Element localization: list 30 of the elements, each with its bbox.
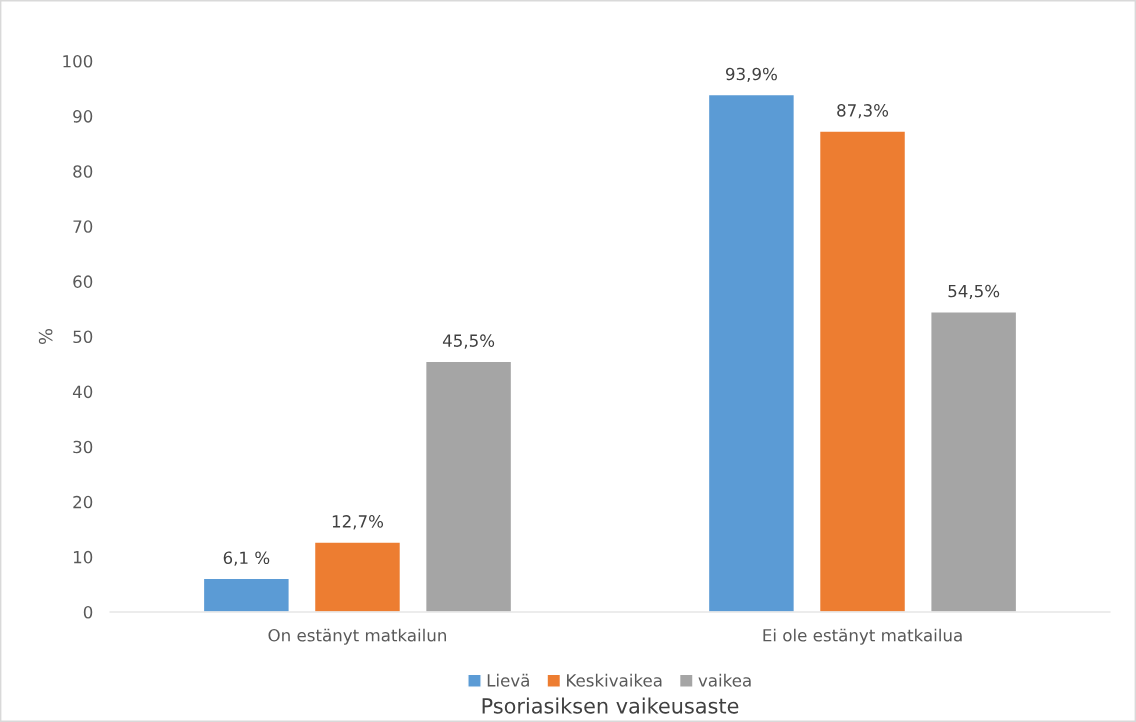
y-tick-label: 70: [73, 220, 93, 233]
x-tick-label: On estänyt matkailun: [268, 628, 446, 645]
y-axis-title: %: [38, 328, 53, 345]
y-tick-label: 90: [73, 110, 93, 123]
y-tick-label: 10: [73, 550, 93, 564]
y-tick-label: 100: [63, 54, 93, 68]
bar: [818, 130, 907, 612]
data-label: 87,3%: [837, 104, 889, 119]
data-label: 6,1 %: [223, 551, 270, 566]
y-tick-label: 20: [73, 495, 93, 509]
data-label: 93,9%: [725, 67, 777, 82]
bar: [202, 577, 290, 612]
legend-label: Lievä: [487, 673, 529, 687]
bar: [707, 93, 796, 612]
data-label: 12,7%: [332, 515, 384, 530]
data-label: 45,5%: [442, 334, 495, 349]
y-tick-label: 50: [73, 330, 93, 344]
y-tick-label: 0: [83, 605, 93, 619]
data-label: 54,5%: [948, 284, 1000, 300]
bar: [424, 360, 513, 612]
y-tick-label: 80: [73, 165, 93, 178]
legend-label: vaikea: [698, 673, 751, 687]
bar: [930, 311, 1018, 612]
y-tick-label: 30: [73, 440, 93, 454]
x-tick-label: Ei ole estänyt matkailua: [763, 628, 962, 645]
x-axis-title: Psoriasiksen vaikeusaste: [482, 697, 739, 714]
y-tick-label: 60: [73, 275, 93, 288]
bar: [313, 541, 402, 612]
legend-label: Keskivaikea: [567, 673, 662, 687]
y-tick-label: 40: [72, 385, 93, 399]
